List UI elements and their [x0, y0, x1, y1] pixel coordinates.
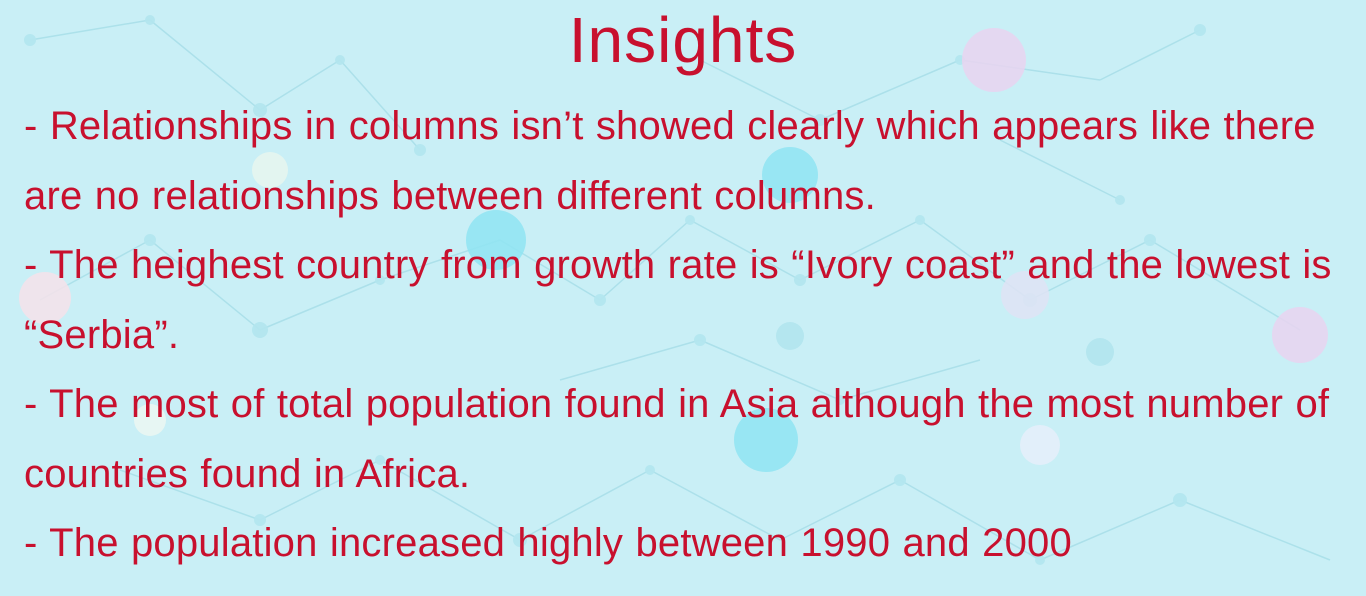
- insights-body: - Relationships in columns isn’t showed …: [24, 92, 1354, 579]
- slide-title: Insights: [568, 4, 798, 76]
- insight-paragraph-4: - The population increased highly betwee…: [24, 521, 1072, 565]
- insight-paragraph-1: - Relationships in columns isn’t showed …: [24, 104, 1316, 218]
- insight-paragraph-2: - The heighest country from growth rate …: [24, 243, 1332, 357]
- insight-paragraph-3: - The most of total population found in …: [24, 382, 1330, 496]
